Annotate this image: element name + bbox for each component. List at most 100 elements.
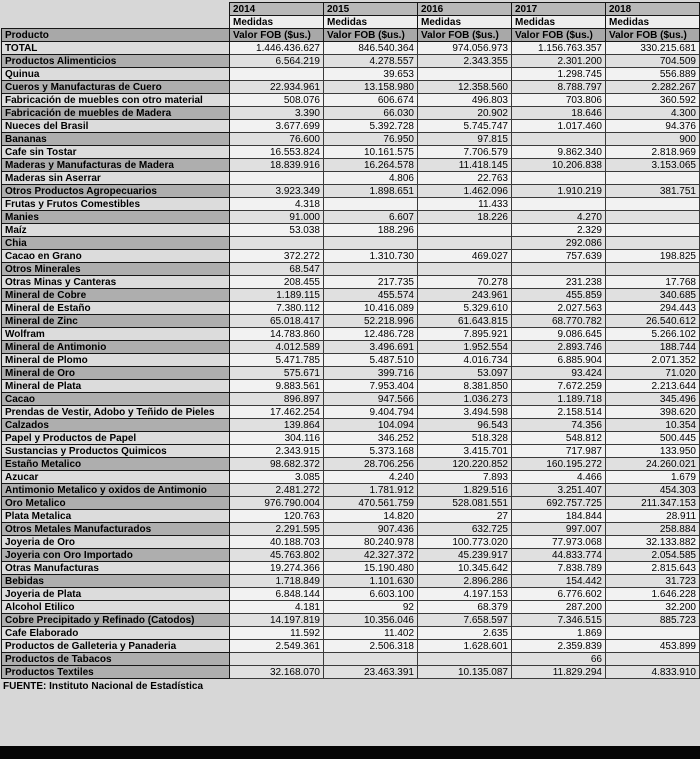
value-cell: 80.240.978 [323, 535, 418, 549]
value-cell [323, 236, 418, 250]
table-row: Mineral de Plata 9.883.561 7.953.404 8.381.… [1, 379, 700, 393]
value-cell: 53.097 [417, 366, 512, 380]
value-cell: 12.486.728 [323, 327, 418, 341]
value-cell: 2.329 [511, 223, 606, 237]
value-column-header: Valor FOB ($us.) [323, 28, 418, 42]
value-cell [605, 223, 700, 237]
value-cell: 139.864 [229, 418, 324, 432]
value-cell: 96.543 [417, 418, 512, 432]
table-row: Joyeria de Oro 40.188.703 80.240.978 100.77… [1, 535, 700, 549]
table-row: Mineral de Zinc 65.018.417 52.218.996 61.64… [1, 314, 700, 328]
value-cell: 2.818.969 [605, 145, 700, 159]
value-cell: 104.094 [323, 418, 418, 432]
table-row: Wolfram 14.783.860 12.486.728 7.895.921 9.08… [1, 327, 700, 341]
value-cell [417, 262, 512, 276]
table-row: Oro Metalico 976.790.004 470.561.759 528.08… [1, 496, 700, 510]
value-cell: 4.012.589 [229, 340, 324, 354]
value-cell: 1.781.912 [323, 483, 418, 497]
product-cell: Otros Metales Manufacturados [1, 522, 230, 536]
product-cell: Fabricación de muebles con otro material [1, 93, 230, 107]
value-cell: 2.359.839 [511, 639, 606, 653]
value-cell: 294.443 [605, 301, 700, 315]
product-cell: Antimonio Metalico y oxidos de Antimonio [1, 483, 230, 497]
year-header-2018: 2018 [605, 2, 700, 16]
year-header-2016: 2016 [417, 2, 512, 16]
value-cell: 4.016.734 [417, 353, 512, 367]
value-cell [511, 262, 606, 276]
table-row: Bananas 76.600 76.950 97.815 900 [1, 132, 700, 146]
value-cell: 22.763 [417, 171, 512, 185]
value-cell: 7.895.921 [417, 327, 512, 341]
value-cell: 14.783.860 [229, 327, 324, 341]
product-cell: Mineral de Estaño [1, 301, 230, 315]
value-cell: 398.620 [605, 405, 700, 419]
value-cell: 454.303 [605, 483, 700, 497]
value-cell: 32.133.882 [605, 535, 700, 549]
value-cell: 292.086 [511, 236, 606, 250]
table-row: Productos Textiles 32.168.070 23.463.391 10… [1, 665, 700, 679]
value-cell: 16.264.578 [323, 158, 418, 172]
year-header-2015: 2015 [323, 2, 418, 16]
value-cell: 14.197.819 [229, 613, 324, 627]
value-cell: 11.418.145 [417, 158, 512, 172]
value-cell: 360.592 [605, 93, 700, 107]
product-cell: Productos Textiles [1, 665, 230, 679]
product-cell: Oro Metalico [1, 496, 230, 510]
table-row: Sustancias y Productos Quimicos 2.343.915… [1, 444, 700, 458]
table-row: Cacao 896.897 947.566 1.036.273 1.189.718 345… [1, 392, 700, 406]
value-cell: 1.446.436.627 [229, 41, 324, 55]
value-cell: 1.036.273 [417, 392, 512, 406]
product-cell: Azucar [1, 470, 230, 484]
table-row: Productos de Galleteria y Panaderia 2.549… [1, 639, 700, 653]
table-row: Bebidas 1.718.849 1.101.630 2.896.286 154.44… [1, 574, 700, 588]
value-cell: 65.018.417 [229, 314, 324, 328]
value-cell: 7.658.597 [417, 613, 512, 627]
value-cell: 28.706.256 [323, 457, 418, 471]
value-cell [605, 236, 700, 250]
value-cell: 4.278.557 [323, 54, 418, 68]
corner-blank [2, 3, 230, 16]
year-header-2017: 2017 [511, 2, 606, 16]
product-cell: Plata Metalica [1, 509, 230, 523]
table-row: TOTAL 1.446.436.627 846.540.364 974.056.973… [1, 41, 700, 55]
value-cell [417, 652, 512, 666]
value-cell: 1.101.630 [323, 574, 418, 588]
value-column-header: Valor FOB ($us.) [229, 28, 324, 42]
table-row: Nueces del Brasil 3.677.699 5.392.728 5.745… [1, 119, 700, 133]
value-cell [417, 223, 512, 237]
value-cell: 518.328 [417, 431, 512, 445]
value-cell: 8.788.797 [511, 80, 606, 94]
value-cell: 947.566 [323, 392, 418, 406]
value-cell: 1.646.228 [605, 587, 700, 601]
value-cell: 304.116 [229, 431, 324, 445]
table-body: TOTAL 1.446.436.627 846.540.364 974.056.973… [1, 41, 700, 679]
measure-header: Medidas [323, 15, 418, 29]
product-cell: Cobre Precipitado y Refinado (Catodos) [1, 613, 230, 627]
value-cell [605, 197, 700, 211]
table-row: Prendas de Vestir, Adobo y Teñido de Pie… [1, 405, 700, 419]
value-cell: 10.356.046 [323, 613, 418, 627]
value-cell: 5.373.168 [323, 444, 418, 458]
value-cell: 19.274.366 [229, 561, 324, 575]
value-cell: 10.345.642 [417, 561, 512, 575]
value-cell: 5.392.728 [323, 119, 418, 133]
product-cell: Nueces del Brasil [1, 119, 230, 133]
value-cell: 1.869 [511, 626, 606, 640]
value-cell: 70.278 [417, 275, 512, 289]
value-cell: 9.883.561 [229, 379, 324, 393]
value-cell: 5.266.102 [605, 327, 700, 341]
value-cell: 76.600 [229, 132, 324, 146]
value-cell: 500.445 [605, 431, 700, 445]
value-cell: 7.953.404 [323, 379, 418, 393]
value-cell: 16.553.824 [229, 145, 324, 159]
value-cell: 976.790.004 [229, 496, 324, 510]
value-cell: 896.897 [229, 392, 324, 406]
value-cell: 9.086.645 [511, 327, 606, 341]
value-cell: 23.463.391 [323, 665, 418, 679]
product-cell: Mineral de Oro [1, 366, 230, 380]
value-cell: 7.838.789 [511, 561, 606, 575]
product-cell: Cafe sin Tostar [1, 145, 230, 159]
value-cell: 1.910.219 [511, 184, 606, 198]
product-cell: Alcohol Etilico [1, 600, 230, 614]
table-row: Productos de Tabacos 66 [1, 652, 700, 666]
